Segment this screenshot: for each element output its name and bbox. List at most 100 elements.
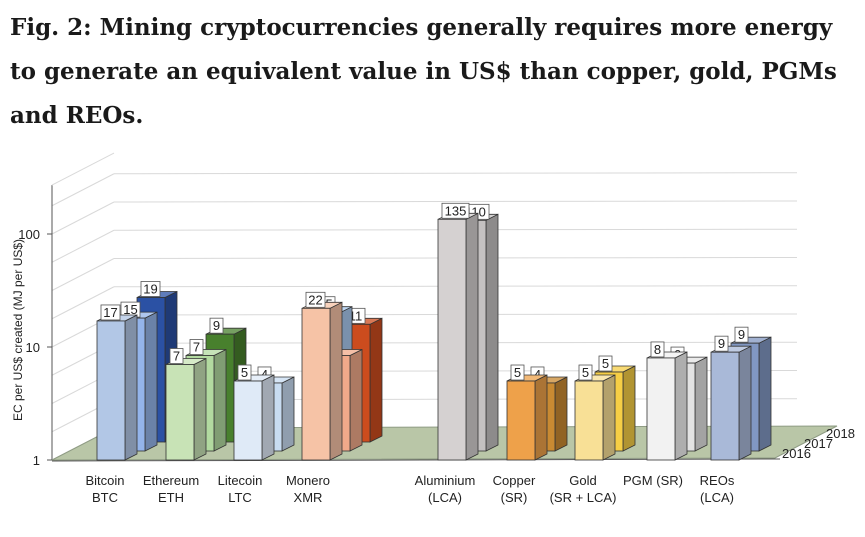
category-label-line1: Ethereum xyxy=(143,473,199,488)
back-wall xyxy=(51,152,115,460)
category-label-line1: PGM (SR) xyxy=(623,473,683,488)
data-label: 4 xyxy=(261,367,268,382)
bar-side xyxy=(602,374,616,461)
bar-group: 7 xyxy=(165,348,207,461)
bar-side xyxy=(281,376,295,452)
depth-label: 2018 xyxy=(826,426,855,441)
category-label-line2: XMR xyxy=(294,490,323,505)
bar-side xyxy=(144,311,158,452)
data-label: 9 xyxy=(738,327,745,342)
gridline-left xyxy=(51,286,115,320)
bar-group: 17 xyxy=(96,304,138,461)
category-label: Gold (SR + LCA) xyxy=(550,473,617,505)
bar-side xyxy=(124,314,138,461)
data-label-box xyxy=(441,202,470,219)
data-label: 135 xyxy=(445,203,467,218)
data-label-box xyxy=(650,341,665,358)
bar xyxy=(437,218,467,461)
data-label: 4 xyxy=(534,367,541,382)
category-label-line1: Gold xyxy=(569,473,596,488)
data-label: 9 xyxy=(718,336,725,351)
gridline-left xyxy=(51,173,115,207)
category-label: Aluminium (LCA) xyxy=(415,473,476,505)
data-label-box xyxy=(598,355,613,372)
category-label-line1: Litecoin xyxy=(218,473,263,488)
bar-side xyxy=(485,213,499,452)
data-label-box xyxy=(209,317,224,334)
data-label-box xyxy=(237,364,252,381)
gridline-left xyxy=(51,258,115,291)
data-label: 22 xyxy=(308,292,322,307)
bar xyxy=(506,380,536,461)
category-label: Monero XMR xyxy=(286,473,330,505)
bar-side xyxy=(758,336,772,452)
figure-caption: Fig. 2: Mining cryptocurrencies generall… xyxy=(10,14,837,129)
bar-side xyxy=(213,348,227,452)
data-label: 15 xyxy=(123,302,137,317)
bar-side xyxy=(465,212,479,461)
bar xyxy=(710,351,740,461)
bar-group: 5 xyxy=(233,364,275,461)
bar-side xyxy=(622,365,636,452)
bar-side xyxy=(534,374,548,461)
gridline-back xyxy=(113,172,798,175)
bar-group: 22 xyxy=(301,291,343,461)
category-label: Litecoin LTC xyxy=(218,473,263,505)
data-label-box xyxy=(189,339,204,355)
bars: 19911151574711045691775221355589 xyxy=(96,202,772,461)
depth-label: 2016 xyxy=(782,446,811,461)
bar-side xyxy=(738,345,752,461)
data-label-box xyxy=(305,291,326,308)
bar xyxy=(233,380,263,461)
data-label: 17 xyxy=(103,305,117,320)
bar-group: 135 xyxy=(437,202,479,461)
data-label-box xyxy=(140,281,161,297)
bar xyxy=(301,307,331,461)
y-tick-label: 10 xyxy=(26,340,40,355)
bar-group: 8 xyxy=(646,341,688,461)
bar-side xyxy=(329,301,343,461)
data-label-box xyxy=(100,304,121,321)
data-label-box xyxy=(169,348,184,364)
category-label-line2: BTC xyxy=(92,490,118,505)
category-label: Bitcoin BTC xyxy=(85,473,124,505)
y-tick-label: 100 xyxy=(18,227,40,242)
bar-side xyxy=(349,348,363,452)
category-label-line2: (LCA) xyxy=(428,490,462,505)
data-label: 19 xyxy=(143,282,157,297)
category-label: Ethereum ETH xyxy=(143,473,199,505)
bar-side xyxy=(694,356,708,452)
category-label: PGM (SR) xyxy=(623,473,683,488)
category-label-line2: (SR) xyxy=(501,490,528,505)
data-label: 5 xyxy=(582,365,589,380)
bar-side xyxy=(369,317,383,443)
bar-side xyxy=(193,357,207,461)
wall-edge xyxy=(51,152,115,186)
bar xyxy=(165,364,195,461)
bar xyxy=(646,357,676,461)
data-label: 9 xyxy=(213,318,220,333)
category-label-line2: (LCA) xyxy=(700,490,734,505)
data-label: 8 xyxy=(654,342,661,357)
data-label: 7 xyxy=(193,340,200,355)
data-label: 5 xyxy=(602,356,609,371)
data-label: 7 xyxy=(173,349,180,364)
data-label-box xyxy=(714,335,729,352)
bar-side xyxy=(674,351,688,461)
data-label: 5 xyxy=(514,365,521,380)
bar-group: 9 xyxy=(710,335,752,461)
gridline-back xyxy=(113,200,798,203)
depth-label: 2017 xyxy=(804,436,833,451)
category-label-line1: REOs xyxy=(700,473,735,488)
data-label-box xyxy=(510,364,525,381)
data-label: 5 xyxy=(241,365,248,380)
category-label-line2: (SR + LCA) xyxy=(550,490,617,505)
category-label-line2: LTC xyxy=(228,490,252,505)
bar-group: 5 xyxy=(574,364,616,461)
y-tick-label: 1 xyxy=(33,453,40,468)
y-axis-title: EC per US$ created (MJ per US$) xyxy=(11,239,25,421)
bar-group: 5 xyxy=(506,364,548,461)
bar-side xyxy=(554,376,568,452)
category-label-line1: Monero xyxy=(286,473,330,488)
